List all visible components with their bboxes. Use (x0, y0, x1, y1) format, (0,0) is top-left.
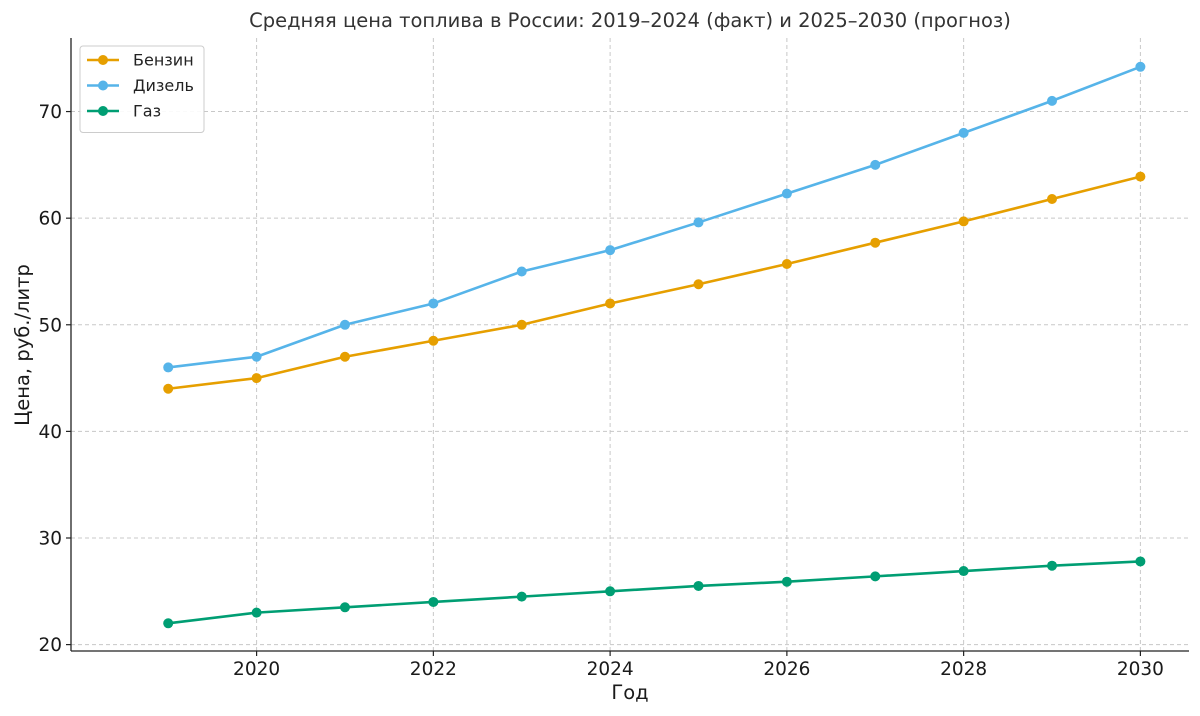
y-tick-label-60: 60 (38, 209, 62, 230)
legend-label-0: Бензин (133, 51, 194, 70)
series-1-point-2019 (163, 362, 174, 373)
series-0-point-2023 (516, 319, 527, 330)
series-1-point-2024 (605, 245, 616, 256)
x-tick-label-2020: 2020 (233, 659, 280, 680)
series-0-point-2027 (870, 237, 881, 248)
legend-label-1: Дизель (133, 76, 194, 95)
series-1-point-2027 (870, 159, 881, 170)
series-0-point-2019 (163, 383, 174, 394)
series-1-point-2022 (428, 298, 439, 309)
y-axis-label: Цена, руб./литр (11, 264, 34, 426)
series-1-point-2026 (781, 188, 792, 199)
y-tick-label-50: 50 (38, 315, 62, 336)
y-tick-label-40: 40 (38, 422, 62, 443)
series-1-point-2025 (693, 217, 704, 228)
series-2-point-2022 (428, 596, 439, 607)
x-tick-label-2024: 2024 (587, 659, 634, 680)
series-2-point-2025 (693, 580, 704, 591)
x-tick-label-2022: 2022 (410, 659, 457, 680)
x-axis-label: Год (611, 681, 648, 704)
series-0-line (166, 175, 1142, 391)
series-1-point-2030 (1135, 61, 1146, 72)
series-1-line (166, 65, 1142, 369)
series-2-point-2030 (1135, 556, 1146, 567)
legend-label-2: Газ (133, 102, 161, 121)
series-0-point-2029 (1047, 193, 1058, 204)
y-tick-label-30: 30 (38, 528, 62, 549)
grid (71, 38, 1189, 651)
series-0-point-2030 (1135, 171, 1146, 182)
series-2-point-2029 (1047, 560, 1058, 571)
x-tick-label-2030: 2030 (1117, 659, 1164, 680)
series-1-point-2029 (1047, 95, 1058, 106)
legend-swatch-marker-0 (98, 55, 108, 65)
legend: Бензин Дизель Газ (79, 45, 205, 133)
series-2-point-2027 (870, 571, 881, 582)
series-2-point-2021 (339, 602, 350, 613)
series-1-point-2028 (958, 127, 969, 138)
series-2-point-2026 (781, 576, 792, 587)
chart-title: Средняя цена топлива в России: 2019–2024… (249, 9, 1011, 32)
y-tick-label-70: 70 (38, 102, 62, 123)
series-2-point-2020 (251, 607, 262, 618)
series-0-point-2020 (251, 373, 262, 384)
series-0-point-2025 (693, 279, 704, 290)
series-2-point-2023 (516, 591, 527, 602)
series-1-point-2023 (516, 266, 527, 277)
x-tick-label-2028: 2028 (940, 659, 987, 680)
y-tick-label-20: 20 (38, 635, 62, 656)
series-2-point-2028 (958, 566, 969, 577)
series-0-point-2026 (781, 259, 792, 270)
series-0-point-2021 (339, 351, 350, 362)
series-2-point-2019 (163, 618, 174, 629)
series-1-point-2021 (339, 319, 350, 330)
legend-swatch-marker-1 (98, 80, 108, 91)
series-2-line (166, 560, 1142, 625)
series-1-point-2020 (251, 351, 262, 362)
series-0-point-2028 (958, 216, 969, 227)
series-2-point-2024 (605, 586, 616, 597)
series-0-point-2022 (428, 335, 439, 346)
series-0-point-2024 (605, 298, 616, 309)
series-layer (163, 61, 1146, 629)
legend-swatch-marker-2 (98, 106, 108, 116)
x-tick-label-2026: 2026 (763, 659, 810, 680)
